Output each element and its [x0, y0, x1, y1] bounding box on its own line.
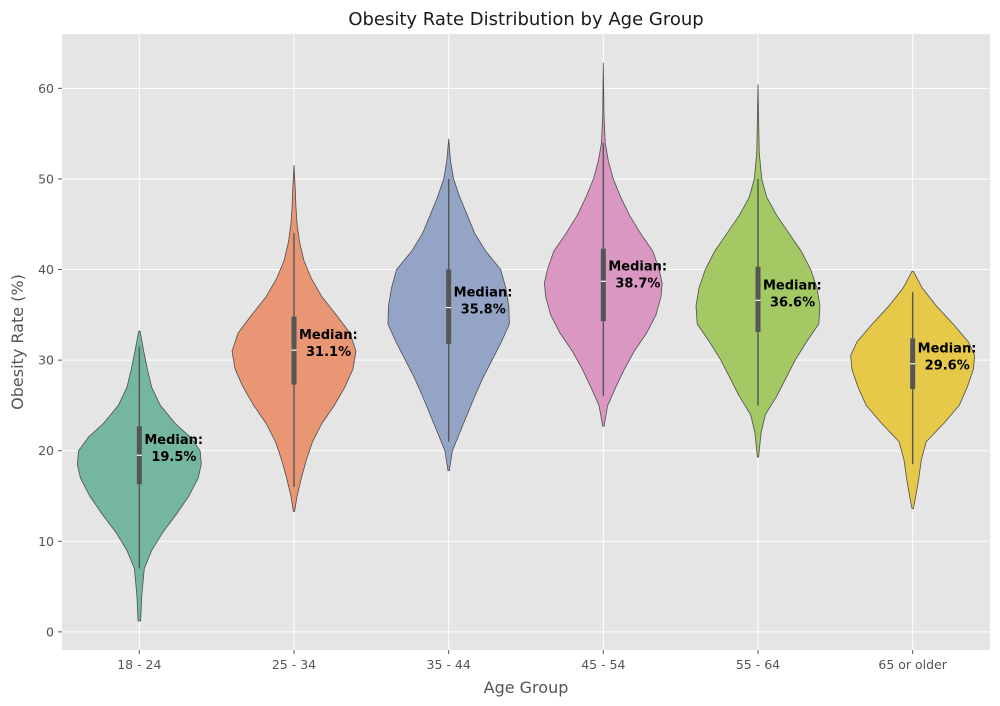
y-tick-label: 10: [38, 534, 54, 549]
violins: [76, 62, 976, 622]
plot-background: [62, 34, 990, 650]
median-annotation-prefix: Median:: [144, 433, 203, 448]
y-tick-label: 20: [38, 443, 54, 458]
median-annotation-value: 31.1%: [306, 345, 351, 360]
median-annotation-prefix: Median:: [608, 259, 667, 274]
x-tick-label: 65 or older: [878, 657, 947, 672]
violin-iqr-box: [755, 266, 761, 333]
median-annotation-prefix: Median:: [763, 278, 822, 293]
chart-title: Obesity Rate Distribution by Age Group: [348, 9, 703, 30]
violin-iqr-box: [600, 248, 606, 322]
median-annotations: Median: 19.5% Median: 31.1% Median: 35.8% Medi…: [144, 259, 976, 465]
x-tick-label: 55 - 64: [736, 657, 780, 672]
median-annotation-prefix: Median:: [454, 286, 513, 301]
x-tick-label: 25 - 34: [272, 657, 316, 672]
y-tick-label: 30: [38, 353, 54, 368]
y-tick-label: 40: [38, 262, 54, 277]
median-annotation-value: 38.7%: [615, 276, 660, 291]
y-tick-label: 50: [38, 171, 54, 186]
y-axis-label: Obesity Rate (%): [8, 274, 27, 410]
median-annotation-value: 35.8%: [461, 303, 506, 318]
y-tick-label: 60: [38, 81, 54, 96]
x-tick-label: 18 - 24: [117, 657, 161, 672]
median-annotation-value: 29.6%: [925, 359, 970, 374]
x-tick-label: 35 - 44: [427, 657, 471, 672]
x-axis-label: Age Group: [484, 678, 569, 697]
median-annotation-value: 36.6%: [770, 295, 815, 310]
median-annotation-prefix: Median:: [918, 342, 977, 357]
y-tick-label: 0: [46, 624, 54, 639]
violin-iqr-box: [446, 269, 452, 344]
median-annotation-value: 19.5%: [151, 450, 196, 465]
axis-ticks: 0 10 20 30 40 50 60 18 - 24 25 - 34 35 - 44 45 - 5…: [38, 81, 948, 672]
median-annotation-prefix: Median:: [299, 328, 358, 343]
x-tick-label: 45 - 54: [581, 657, 625, 672]
